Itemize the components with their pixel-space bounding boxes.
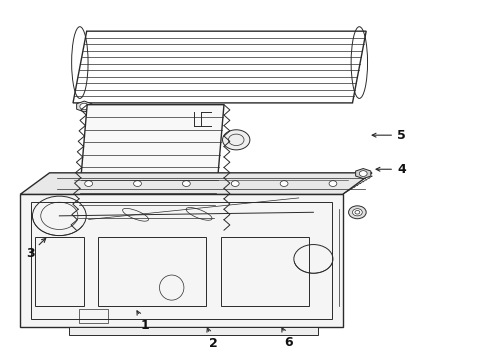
Circle shape	[182, 181, 190, 186]
Text: 5: 5	[372, 129, 406, 142]
Circle shape	[134, 181, 142, 186]
Circle shape	[352, 209, 362, 216]
Circle shape	[222, 130, 250, 150]
Polygon shape	[76, 101, 92, 112]
Bar	[69, 327, 318, 335]
Polygon shape	[76, 105, 224, 230]
Circle shape	[231, 181, 239, 186]
Circle shape	[80, 103, 89, 110]
Bar	[79, 309, 108, 323]
Circle shape	[359, 171, 367, 176]
Polygon shape	[356, 168, 371, 179]
Text: 2: 2	[207, 328, 218, 350]
Polygon shape	[20, 173, 372, 194]
Bar	[220, 237, 309, 306]
Text: 4: 4	[376, 163, 406, 176]
Text: 1: 1	[137, 311, 149, 332]
Bar	[98, 237, 206, 306]
Circle shape	[280, 181, 288, 186]
Circle shape	[85, 181, 93, 186]
Text: 6: 6	[282, 328, 294, 348]
Circle shape	[329, 181, 337, 186]
Polygon shape	[20, 194, 343, 327]
Text: 3: 3	[25, 238, 46, 260]
Circle shape	[348, 206, 366, 219]
Bar	[35, 237, 84, 306]
